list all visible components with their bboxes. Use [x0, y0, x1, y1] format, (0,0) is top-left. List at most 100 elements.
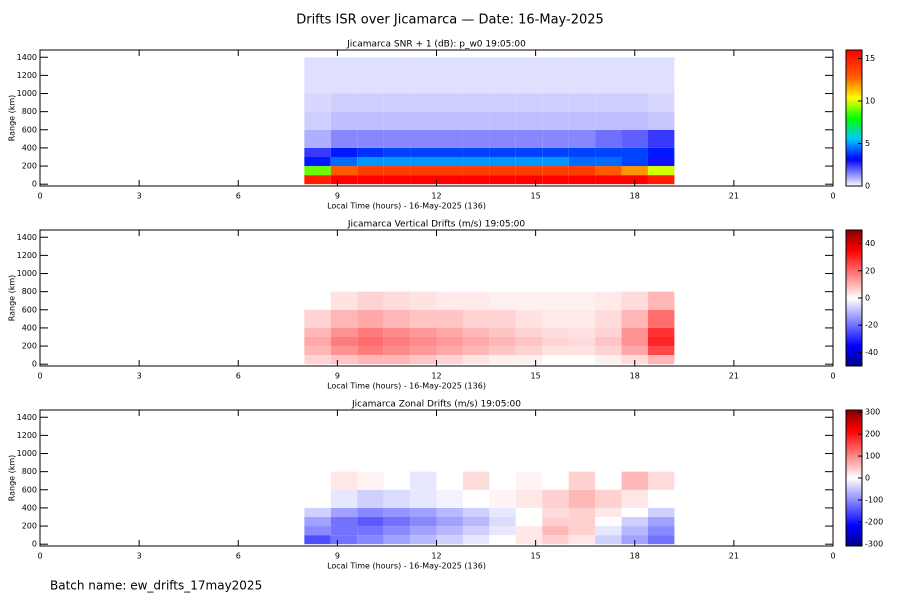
colorbar-step	[846, 334, 862, 338]
heatmap-cell	[542, 291, 569, 310]
colorbar-step	[846, 453, 862, 456]
colorbar-step	[846, 505, 862, 508]
heatmap-cell	[621, 535, 648, 545]
colorbar-step	[846, 54, 862, 58]
colorbar-step	[846, 127, 862, 130]
colorbar-tick-label: -300	[865, 539, 883, 548]
colorbar-step	[846, 512, 862, 515]
heatmap-cell	[410, 336, 437, 347]
heatmap-cell	[383, 535, 411, 545]
colorbar-step	[846, 90, 862, 94]
heatmap-cell	[489, 147, 516, 157]
heatmap-cell	[410, 166, 437, 176]
heatmap-cell	[383, 75, 411, 94]
heatmap-cell	[515, 526, 543, 536]
heatmap-cell	[330, 489, 358, 508]
colorbar-step	[846, 428, 862, 431]
x-tick-label: 15	[531, 192, 541, 201]
colorbar-step	[846, 455, 862, 459]
colorbar-tick-label: 0	[865, 294, 870, 303]
colorbar-step	[846, 108, 862, 112]
colorbar-step	[846, 288, 862, 292]
colorbar-step	[846, 282, 862, 285]
heatmap-cell	[436, 175, 463, 185]
heatmap-cell	[595, 75, 622, 94]
heatmap-cell	[462, 507, 490, 517]
heatmap-cell	[647, 336, 675, 347]
heatmap-cell	[383, 346, 411, 356]
heatmap-cell	[436, 291, 463, 310]
colorbar-step	[846, 122, 862, 126]
heatmap-cell	[621, 346, 648, 356]
colorbar-step	[846, 65, 862, 69]
colorbar-step	[846, 172, 862, 176]
heatmap-cell	[357, 93, 384, 112]
heatmap-cell	[436, 489, 463, 508]
heatmap-cell	[383, 166, 411, 176]
colorbar-tick-label: 10	[865, 97, 875, 106]
colorbar-step	[846, 507, 862, 511]
heatmap-cell	[304, 489, 331, 508]
colorbar-step	[846, 356, 862, 360]
y-tick-label: 1200	[17, 71, 37, 80]
heatmap-cell	[383, 507, 411, 517]
y-tick-label: 400	[22, 503, 37, 512]
heatmap-cell	[647, 526, 675, 536]
y-axis-label: Range (km)	[8, 95, 17, 142]
colorbar-step	[846, 74, 862, 78]
colorbar-step	[846, 295, 862, 299]
heatmap-cell	[515, 327, 543, 337]
heatmap-cell	[436, 75, 463, 94]
colorbar-step	[846, 325, 862, 328]
colorbar-step	[846, 149, 862, 153]
heatmap-cell	[330, 346, 358, 356]
colorbar-step	[846, 52, 862, 56]
heatmap-cell	[568, 526, 596, 536]
heatmap-cell	[462, 309, 490, 328]
heatmap-cell	[515, 507, 543, 517]
heatmap-cell	[568, 346, 596, 356]
colorbar-step	[846, 140, 862, 144]
colorbar-tick-label: -40	[865, 348, 878, 357]
colorbar-step	[846, 298, 862, 301]
heatmap-cell	[621, 166, 648, 176]
heatmap-cell	[621, 57, 648, 76]
colorbar-step	[846, 106, 862, 110]
heatmap-cell	[357, 489, 384, 508]
colorbar-step	[846, 268, 862, 272]
x-tick-label: 9	[335, 192, 340, 201]
heatmap-cell	[542, 129, 569, 148]
colorbar-step	[846, 161, 862, 164]
colorbar-step	[846, 102, 862, 105]
heatmap-cell	[436, 516, 463, 527]
colorbar-step	[846, 341, 862, 344]
heatmap-cell	[462, 516, 490, 527]
y-tick-label: 0	[32, 180, 37, 189]
heatmap-cell	[357, 57, 384, 76]
colorbar-step	[846, 514, 862, 518]
y-axis-label: Range (km)	[8, 455, 17, 502]
colorbar-step	[846, 254, 862, 258]
y-tick-label: 200	[22, 162, 37, 171]
y-tick-label: 600	[22, 305, 37, 314]
panel-title: Jicamarca Zonal Drifts (m/s) 19:05:00	[351, 400, 521, 410]
heatmap-cell	[436, 526, 463, 536]
heatmap-cell	[489, 75, 516, 94]
colorbar-step	[846, 473, 862, 477]
heatmap-cell	[383, 516, 411, 527]
heatmap-cell	[542, 166, 569, 176]
heatmap-cell	[595, 526, 622, 536]
heatmap-cell	[647, 93, 675, 112]
heatmap-cell	[542, 355, 569, 365]
colorbar-step	[846, 350, 862, 353]
heatmap-cell	[515, 535, 543, 545]
heatmap-cell	[515, 129, 543, 148]
heatmap-cell	[357, 156, 384, 167]
heatmap-cell	[330, 309, 358, 328]
colorbar-step	[846, 243, 862, 247]
y-tick-label: 0	[32, 540, 37, 549]
heatmap-cell	[647, 507, 675, 517]
heatmap-cell	[647, 166, 675, 176]
colorbar-step	[846, 248, 862, 251]
